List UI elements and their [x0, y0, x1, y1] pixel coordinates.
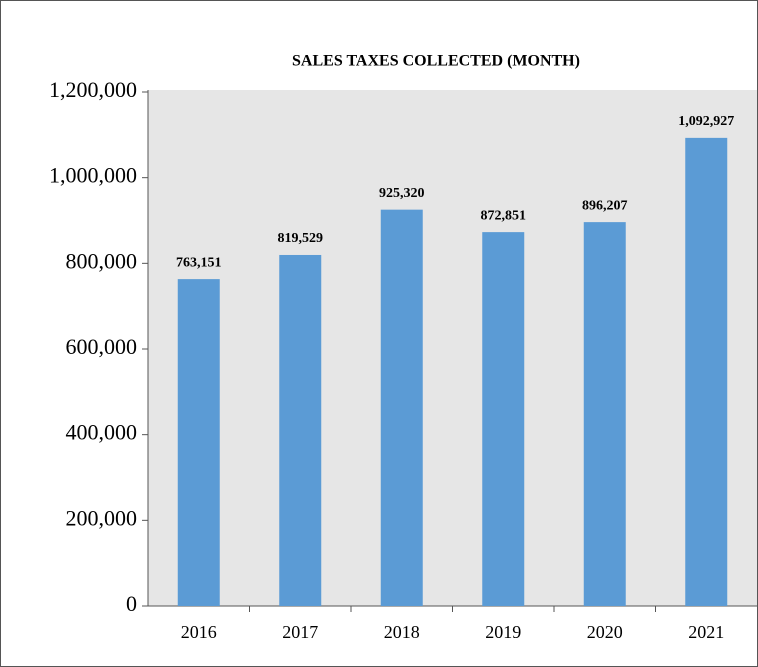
- y-tick-label: 600,000: [66, 334, 138, 359]
- value-label: 872,851: [481, 208, 527, 223]
- bar: [583, 222, 626, 606]
- bar: [482, 232, 525, 606]
- bar: [279, 254, 322, 606]
- value-label: 763,151: [176, 255, 222, 270]
- x-tick-label: 2016: [181, 622, 217, 642]
- y-tick-label: 0: [126, 591, 137, 616]
- bar: [685, 137, 728, 607]
- y-tick-label: 1,000,000: [49, 163, 137, 188]
- y-tick-label: 400,000: [66, 420, 138, 445]
- x-tick-label: 2017: [282, 622, 318, 642]
- bar: [380, 209, 423, 606]
- value-label: 819,529: [278, 231, 324, 246]
- chart-title: SALES TAXES COLLECTED (MONTH): [292, 53, 580, 70]
- y-tick-label: 1,200,000: [49, 77, 137, 102]
- x-tick-label: 2019: [485, 622, 521, 642]
- plot-area: [148, 90, 757, 606]
- value-label: 1,092,927: [678, 114, 734, 129]
- bar: [177, 279, 220, 606]
- y-tick-label: 200,000: [66, 505, 138, 530]
- x-tick-label: 2020: [587, 622, 623, 642]
- y-tick-label: 800,000: [66, 248, 138, 273]
- x-tick-label: 2021: [688, 622, 724, 642]
- x-tick-label: 2018: [384, 622, 420, 642]
- value-label: 925,320: [379, 186, 425, 201]
- value-label: 896,207: [582, 198, 628, 213]
